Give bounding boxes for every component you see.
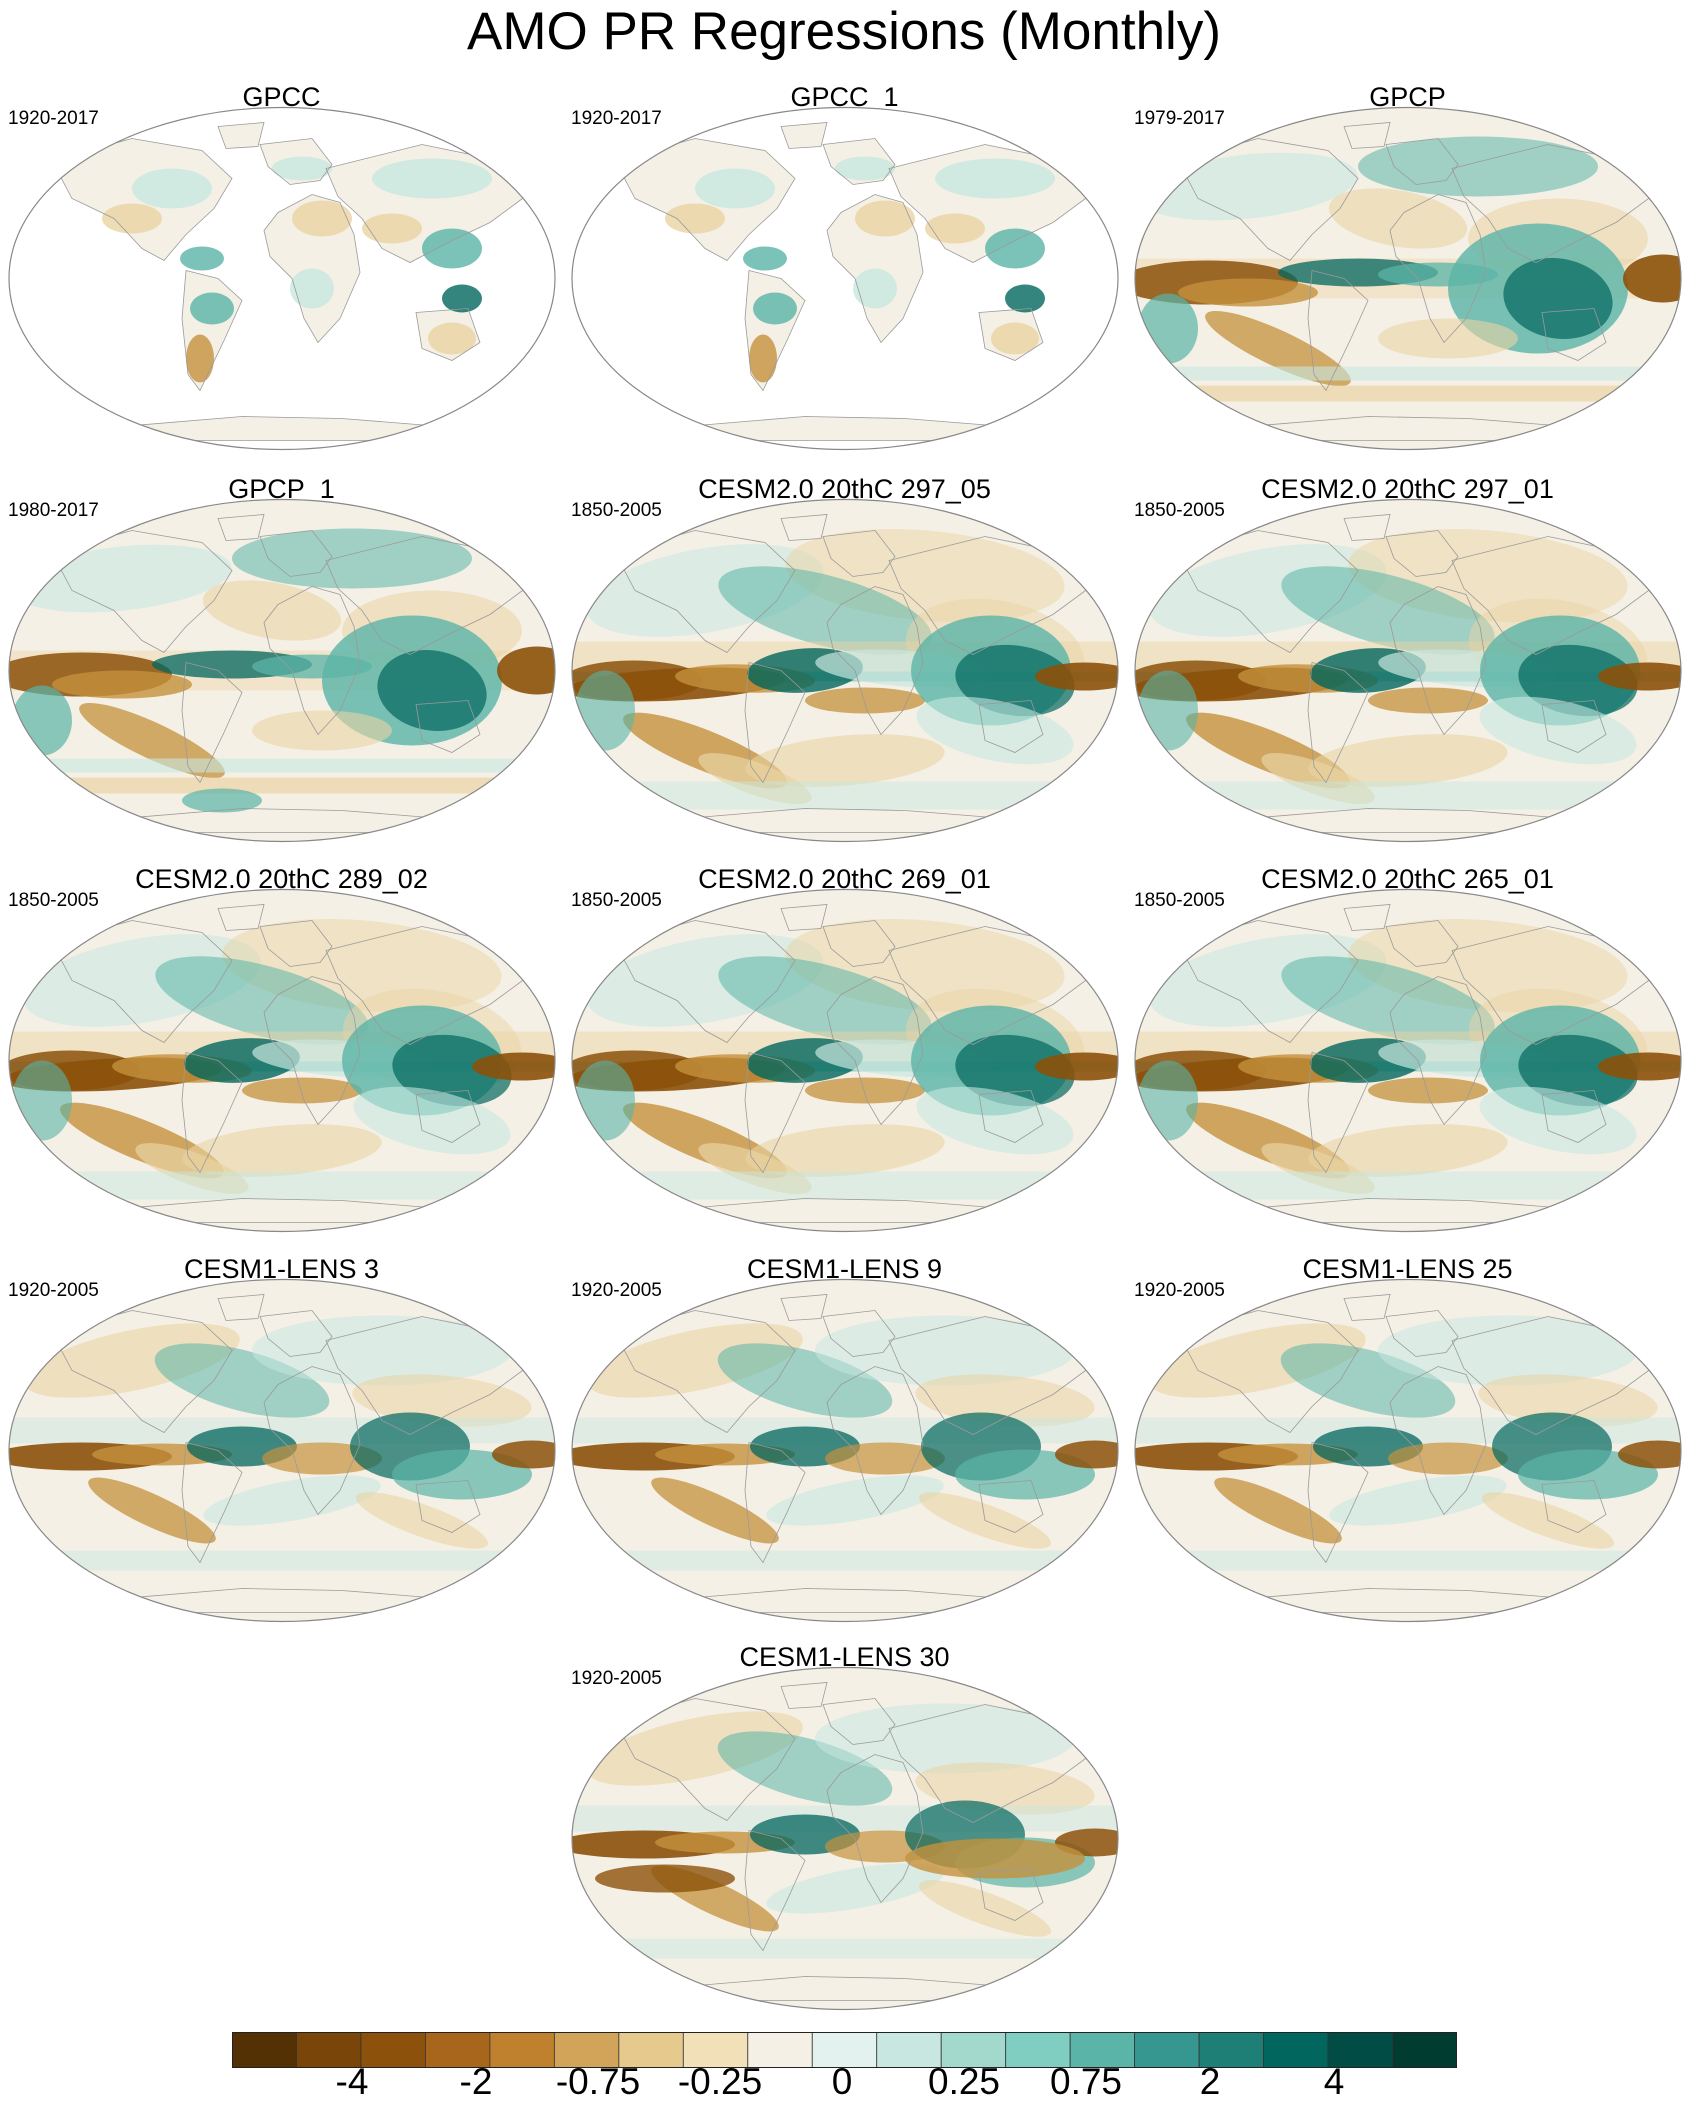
colorbar-tick-label: -2 — [459, 2061, 493, 2102]
colorbar-swatch — [811, 2032, 878, 2068]
map-panel: CESM1-LENS 3 1920-2005 — [0, 1252, 563, 1623]
colorbar-tick-label: 0.75 — [1049, 2061, 1123, 2102]
colorbar-swatch — [296, 2032, 362, 2068]
regression-map — [1134, 888, 1682, 1233]
panel-period: 1920-2017 — [8, 108, 99, 129]
panel-period: 1850-2005 — [571, 500, 662, 521]
colorbar-swatch — [1134, 2032, 1200, 2068]
panel-period: 1920-2005 — [571, 1668, 662, 1689]
map-panel: GPCP_1 1980-2017 — [0, 472, 563, 843]
regression-map — [571, 1278, 1119, 1623]
regression-map — [1134, 498, 1682, 843]
colorbar-swatch — [425, 2032, 491, 2068]
colorbar-tick-label: 0.25 — [927, 2061, 1001, 2102]
panel-period: 1920-2005 — [571, 1280, 662, 1301]
colorbar-tick-label: -0.75 — [555, 2061, 641, 2102]
colorbar-swatch — [360, 2032, 426, 2068]
map-panel: GPCP 1979-2017 — [1126, 80, 1688, 451]
regression-map — [8, 498, 556, 843]
colorbar-swatch — [682, 2032, 749, 2068]
regression-map — [571, 106, 1119, 451]
colorbar-swatch — [618, 2032, 684, 2068]
colorbar-labels: -4 -2 -0.75 -0.25 0 0.25 0.75 2 4 — [0, 2060, 1688, 2110]
colorbar — [232, 2032, 1457, 2068]
colorbar-tick-label: 0 — [831, 2061, 853, 2102]
colorbar-tick-label: 2 — [1199, 2061, 1221, 2102]
panel-period: 1920-2017 — [571, 108, 662, 129]
panel-period: 1850-2005 — [571, 890, 662, 911]
panel-period: 1850-2005 — [1134, 890, 1225, 911]
colorbar-swatch — [553, 2032, 620, 2068]
map-panel: CESM2.0 20thC 289_02 1850-2005 — [0, 862, 563, 1233]
regression-map — [571, 1666, 1119, 2011]
map-panel: GPCC_1 1920-2017 — [563, 80, 1126, 451]
colorbar-swatch — [747, 2032, 813, 2068]
regression-map — [1134, 106, 1682, 451]
map-panel: CESM1-LENS 30 1920-2005 — [563, 1640, 1126, 2011]
colorbar-swatch — [1069, 2032, 1136, 2068]
colorbar-swatch — [1198, 2032, 1264, 2068]
colorbar-tick-label: -0.25 — [677, 2061, 763, 2102]
colorbar-swatch — [940, 2032, 1007, 2068]
panel-period: 1920-2005 — [8, 1280, 99, 1301]
panel-period: 1850-2005 — [1134, 500, 1225, 521]
colorbar-swatch — [1005, 2032, 1071, 2068]
colorbar-swatch — [1263, 2032, 1329, 2068]
colorbar-tick-label: -4 — [335, 2061, 369, 2102]
map-panel: GPCC 1920-2017 — [0, 80, 563, 451]
panel-period: 1850-2005 — [8, 890, 99, 911]
map-panel: CESM1-LENS 25 1920-2005 — [1126, 1252, 1688, 1623]
colorbar-tick-label: 4 — [1323, 2061, 1345, 2102]
map-panel: CESM2.0 20thC 265_01 1850-2005 — [1126, 862, 1688, 1233]
regression-map — [8, 888, 556, 1233]
panel-period: 1920-2005 — [1134, 1280, 1225, 1301]
map-panel: CESM2.0 20thC 269_01 1850-2005 — [563, 862, 1126, 1233]
regression-map — [8, 1278, 556, 1623]
regression-map — [571, 888, 1119, 1233]
colorbar-swatch — [1327, 2032, 1393, 2068]
panel-period: 1980-2017 — [8, 500, 99, 521]
map-panel: CESM1-LENS 9 1920-2005 — [563, 1252, 1126, 1623]
map-panel: CESM2.0 20thC 297_01 1850-2005 — [1126, 472, 1688, 843]
panel-period: 1979-2017 — [1134, 108, 1225, 129]
regression-map — [1134, 1278, 1682, 1623]
colorbar-swatch — [1392, 2032, 1457, 2068]
map-panel: CESM2.0 20thC 297_05 1850-2005 — [563, 472, 1126, 843]
regression-map — [8, 106, 556, 451]
figure-title: AMO PR Regressions (Monthly) — [467, 2, 1221, 61]
regression-map — [571, 498, 1119, 843]
